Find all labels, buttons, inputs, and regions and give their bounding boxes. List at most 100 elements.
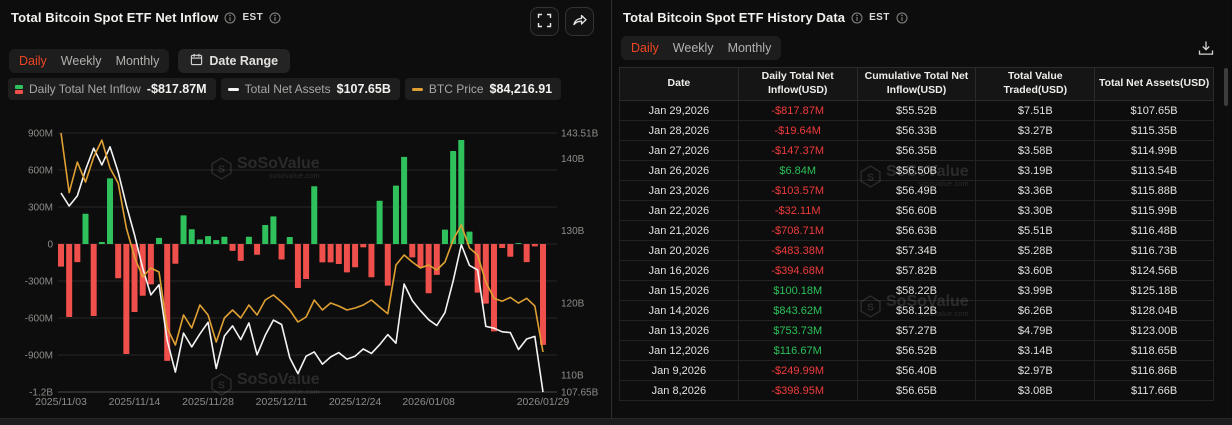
share-button[interactable] [565, 7, 594, 36]
net-assets-cell: $114.99B [1094, 140, 1214, 161]
net-assets-cell: $115.35B [1094, 120, 1214, 141]
svg-text:130B: 130B [561, 226, 585, 237]
chart-title: Total Bitcoin Spot ETF Net Inflow [11, 10, 219, 25]
date-cell: Jan 12,2026 [619, 340, 739, 361]
legend-label: Daily Total Net Inflow [29, 82, 141, 96]
inflow-bars-icon [15, 84, 23, 94]
table-row: Jan 28,2026 -$19.64M $56.33B $3.27B $115.35B [619, 120, 1214, 141]
table-row: Jan 12,2026 $116.67M $56.52B $3.14B $118.65B [619, 340, 1214, 361]
table-period-tabs: Daily Weekly Monthly [621, 36, 782, 60]
legend-label: Total Net Assets [244, 82, 331, 96]
chart-period-tabs: Daily Weekly Monthly [9, 49, 170, 73]
svg-text:2026/01/29: 2026/01/29 [517, 396, 570, 408]
btc-price-line [60, 132, 544, 353]
svg-text:-600M: -600M [25, 314, 53, 325]
chart-controls: Daily Weekly Monthly Date Range [9, 49, 291, 73]
table-row: Jan 13,2026 $753.73M $57.27B $4.79B $123.00B [619, 320, 1214, 341]
download-button[interactable] [1195, 38, 1217, 60]
daily-inflow-cell: -$147.37M [737, 140, 858, 161]
cumulative-inflow-cell: $56.40B [856, 360, 977, 381]
info-icon[interactable] [896, 12, 908, 24]
daily-inflow-cell: -$32.11M [737, 200, 858, 221]
cumulative-inflow-cell: $58.12B [856, 300, 977, 321]
legend-label: BTC Price [428, 82, 484, 96]
table-tab-daily[interactable]: Daily [625, 39, 665, 57]
svg-text:2025/11/03: 2025/11/03 [35, 396, 87, 408]
table-tab-monthly[interactable]: Monthly [722, 39, 778, 57]
date-cell: Jan 14,2026 [619, 300, 739, 321]
date-cell: Jan 16,2026 [619, 260, 739, 281]
table-row: Jan 26,2026 $6.84M $56.50B $3.19B $113.54B [619, 160, 1214, 181]
table-row: Jan 16,2026 -$394.68M $57.82B $3.60B $124.56… [619, 260, 1214, 281]
value-traded-cell: $3.27B [975, 120, 1096, 141]
legend-btc-price[interactable]: BTC Price $84,216.91 [404, 78, 562, 100]
chart-panel: Total Bitcoin Spot ETF Net Inflow EST [0, 0, 611, 418]
table-row: Jan 15,2026 $100.18M $58.22B $3.99B $125.18B [619, 280, 1214, 301]
chart-title-row: Total Bitcoin Spot ETF Net Inflow EST [11, 10, 281, 25]
date-cell: Jan 23,2026 [619, 180, 739, 201]
table-title: Total Bitcoin Spot ETF History Data [623, 10, 846, 25]
x-axis-labels: 2025/11/03 2025/11/14 2025/11/28 2025/12/11… [35, 396, 569, 408]
table-row: Jan 22,2026 -$32.11M $56.60B $3.30B $115.99B [619, 200, 1214, 221]
table-row: Jan 21,2026 -$708.71M $56.63B $5.51B $116.48… [619, 220, 1214, 241]
fullscreen-button[interactable] [530, 7, 559, 36]
cumulative-inflow-cell: $56.63B [856, 220, 977, 241]
svg-text:0: 0 [47, 240, 53, 251]
date-cell: Jan 22,2026 [619, 200, 739, 221]
svg-text:900M: 900M [28, 129, 53, 140]
date-cell: Jan 26,2026 [619, 160, 739, 181]
value-traded-cell: $5.28B [975, 240, 1096, 261]
info-icon[interactable] [269, 12, 281, 24]
chart-tab-monthly[interactable]: Monthly [110, 52, 166, 70]
history-table-panel: Total Bitcoin Spot ETF History Data EST … [611, 0, 1231, 418]
svg-text:2025/11/14: 2025/11/14 [109, 396, 161, 408]
column-header-daily-total-net-inflow-usd: Daily Total Net Inflow(USD) [737, 67, 858, 101]
date-cell: Jan 20,2026 [619, 240, 739, 261]
value-traded-cell: $3.19B [975, 160, 1096, 181]
etf-inflow-chart[interactable]: 900M 600M 300M 0 -300M -600M -900M -1.2B 143.51B… [0, 103, 611, 418]
value-traded-cell: $7.51B [975, 100, 1096, 121]
chart-tab-daily[interactable]: Daily [13, 52, 53, 70]
legend-total-net-assets[interactable]: Total Net Assets $107.65B [220, 78, 400, 100]
fullscreen-icon [537, 13, 552, 31]
value-traded-cell: $3.14B [975, 340, 1096, 361]
info-icon[interactable] [851, 12, 863, 24]
net-assets-cell: $118.65B [1094, 340, 1214, 361]
calendar-icon [190, 53, 203, 69]
daily-inflow-cell: $753.73M [737, 320, 858, 341]
table-row: Jan 8,2026 -$398.95M $56.65B $3.08B $117.66B [619, 380, 1214, 401]
timezone-label: EST [869, 12, 890, 23]
legend-daily-total-net-inflow[interactable]: Daily Total Net Inflow -$817.87M [8, 78, 216, 100]
table-controls: Daily Weekly Monthly [621, 36, 782, 60]
etf-history-table: Date Daily Total Net Inflow(USD) Cumulativ… [619, 67, 1214, 401]
bottom-strip [0, 418, 1232, 425]
timezone-label: EST [242, 12, 264, 23]
svg-text:600M: 600M [28, 166, 53, 177]
legend-value: $107.65B [336, 82, 391, 96]
table-row: Jan 20,2026 -$483.38M $57.34B $5.28B $116.73… [619, 240, 1214, 261]
info-icon[interactable] [224, 12, 236, 24]
svg-text:2025/11/28: 2025/11/28 [182, 396, 234, 408]
chart-tab-weekly[interactable]: Weekly [55, 52, 108, 70]
date-cell: Jan 9,2026 [619, 360, 739, 381]
daily-inflow-cell: $100.18M [737, 280, 858, 301]
value-traded-cell: $3.60B [975, 260, 1096, 281]
svg-text:140B: 140B [561, 154, 585, 165]
table-scrollbar[interactable] [1224, 68, 1228, 106]
column-header-total-net-assets-usd: Total Net Assets(USD) [1094, 67, 1214, 101]
date-cell: Jan 8,2026 [619, 380, 739, 401]
table-title-row: Total Bitcoin Spot ETF History Data EST [623, 10, 908, 25]
date-range-label: Date Range [209, 54, 279, 68]
date-range-button[interactable]: Date Range [178, 49, 291, 73]
column-header-total-value-traded-usd: Total Value Traded(USD) [975, 67, 1096, 101]
table-tab-weekly[interactable]: Weekly [667, 39, 720, 57]
svg-text:110B: 110B [561, 371, 584, 382]
value-traded-cell: $6.26B [975, 300, 1096, 321]
total-net-assets-line-icon [227, 87, 239, 91]
net-assets-cell: $123.00B [1094, 320, 1214, 341]
net-assets-cell: $124.56B [1094, 260, 1214, 281]
svg-text:2026/01/08: 2026/01/08 [402, 396, 455, 408]
date-cell: Jan 28,2026 [619, 120, 739, 141]
column-header-date: Date [619, 67, 739, 101]
value-traded-cell: $3.99B [975, 280, 1096, 301]
